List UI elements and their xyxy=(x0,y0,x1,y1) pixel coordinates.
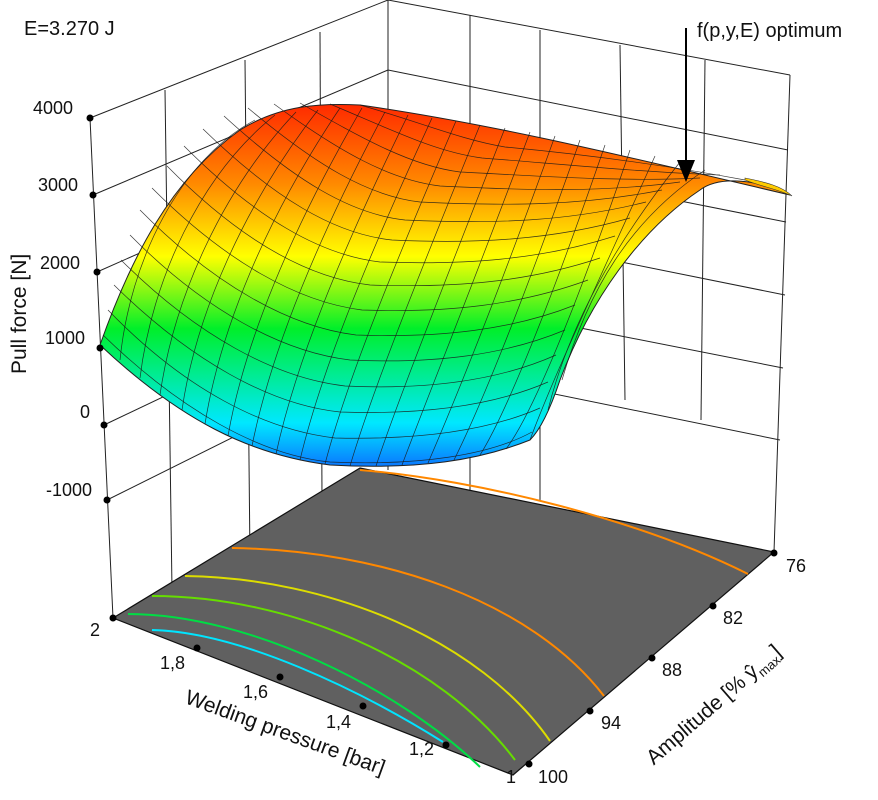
optimum-arrow xyxy=(677,28,695,182)
z-axis-title: Pull force [N] xyxy=(8,253,31,374)
y-tick: 88 xyxy=(662,660,683,680)
x-tick: 1,6 xyxy=(243,682,269,702)
y-tick: 100 xyxy=(538,767,569,787)
tick-markers xyxy=(86,114,778,768)
z-tick: -1000 xyxy=(46,480,93,500)
z-tick: 0 xyxy=(80,402,91,422)
x-tick: 1 xyxy=(506,767,517,787)
z-tick: 4000 xyxy=(33,98,74,118)
x-tick: 1,2 xyxy=(409,739,435,759)
y-tick: 76 xyxy=(786,556,807,576)
y-tick: 82 xyxy=(723,608,744,628)
chart-title: E=3.270 J xyxy=(24,18,115,40)
x-tick: 2 xyxy=(90,620,101,640)
floor-contours xyxy=(127,469,749,768)
z-tick: 2000 xyxy=(40,253,81,273)
x-tick: 1,4 xyxy=(326,712,352,732)
optimum-annotation: f(p,y,E) optimum xyxy=(697,20,843,42)
z-tick: 1000 xyxy=(45,328,86,348)
z-tick: 3000 xyxy=(38,175,79,195)
response-surface xyxy=(99,102,793,467)
x-tick: 1,8 xyxy=(160,653,186,673)
y-tick: 94 xyxy=(601,713,622,733)
